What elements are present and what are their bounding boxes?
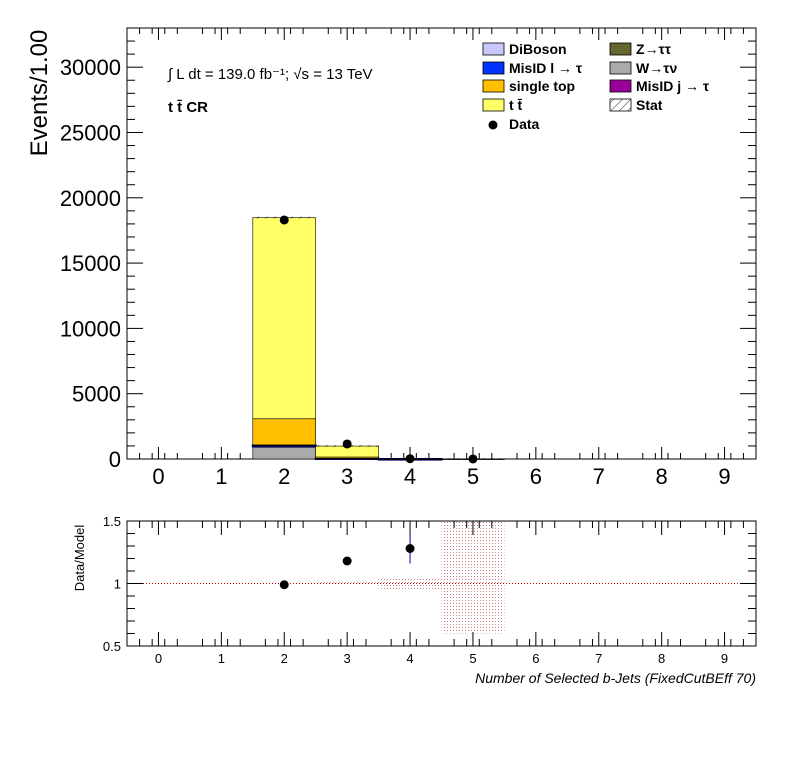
legend: DiBoson MisID l → τ single top t t̄ Z→ττ W→τν… bbox=[482, 41, 710, 132]
y-tick-label: 20000 bbox=[60, 186, 121, 211]
ratio-x-tick-label: 4 bbox=[406, 651, 413, 666]
x-tick-label: 7 bbox=[593, 464, 605, 489]
ratio-x-tick-label: 8 bbox=[658, 651, 665, 666]
ratio-data-points bbox=[279, 533, 415, 590]
bar-segment bbox=[252, 446, 317, 460]
legend-swatch bbox=[482, 42, 505, 56]
y-tick-label: 15000 bbox=[60, 251, 121, 276]
x-tick-label: 0 bbox=[152, 464, 164, 489]
x-axis-label: Number of Selected b-Jets (FixedCutBEff … bbox=[475, 670, 756, 686]
ratio-x-tick-label: 7 bbox=[595, 651, 602, 666]
legend-label: single top bbox=[509, 78, 575, 94]
legend-label: Z→ττ bbox=[636, 41, 672, 57]
ratio-x-tick-label: 1 bbox=[218, 651, 225, 666]
x-tick-label: 8 bbox=[656, 464, 668, 489]
legend-label: W→τν bbox=[636, 60, 677, 76]
legend-swatch bbox=[609, 79, 632, 93]
legend-swatch bbox=[609, 98, 632, 112]
ratio-x-tick-label: 6 bbox=[532, 651, 539, 666]
x-tick-label: 3 bbox=[341, 464, 353, 489]
legend-swatch bbox=[482, 79, 505, 93]
legend-swatch bbox=[609, 61, 632, 75]
ratio-x-tick-label: 3 bbox=[344, 651, 351, 666]
ratio-point bbox=[405, 544, 415, 553]
data-point bbox=[279, 215, 289, 225]
ratio-x-tick-label: 5 bbox=[469, 651, 476, 666]
x-tick-label: 4 bbox=[404, 464, 416, 489]
x-tick-label: 5 bbox=[467, 464, 479, 489]
ratio-point bbox=[342, 556, 352, 566]
ratio-x-tick-label: 9 bbox=[721, 651, 728, 666]
legend-label: t t̄ bbox=[509, 97, 523, 113]
main-stacked-bars bbox=[251, 216, 505, 461]
ratio-y-tick-label: 1.5 bbox=[103, 514, 121, 529]
lumi-annotation: ∫ L dt = 139.0 fb⁻¹; √s = 13 TeV bbox=[167, 66, 373, 83]
data-point bbox=[342, 439, 352, 449]
x-tick-label: 1 bbox=[215, 464, 227, 489]
legend-label: Data bbox=[509, 116, 540, 132]
y-tick-label: 10000 bbox=[60, 316, 121, 341]
bar-segment bbox=[252, 418, 317, 446]
legend-data-marker bbox=[488, 120, 498, 130]
legend-label: MisID l → τ bbox=[509, 60, 583, 76]
main-axis-ticks: 0 1 2 3 4 5 6 7 8 9 0 5000 10000 15000 20000 25000 30000 bbox=[60, 28, 756, 489]
ratio-x-tick-label: 0 bbox=[155, 651, 162, 666]
main-data-points bbox=[279, 215, 478, 464]
y-tick-label: 0 bbox=[109, 447, 121, 472]
legend-swatch bbox=[482, 61, 505, 75]
ratio-band-segment bbox=[441, 521, 505, 634]
bar-segment bbox=[252, 217, 317, 420]
y-tick-label: 25000 bbox=[60, 120, 121, 145]
y-tick-label: 30000 bbox=[60, 55, 121, 80]
data-point bbox=[405, 454, 415, 464]
legend-swatch bbox=[609, 42, 632, 56]
ratio-y-axis-label: Data/Model bbox=[72, 525, 87, 592]
region-annotation: t t̄ CR bbox=[168, 99, 208, 116]
ratio-y-tick-label: 0.5 bbox=[103, 639, 121, 654]
ratio-point bbox=[279, 580, 289, 590]
ratio-stat-band bbox=[252, 521, 505, 634]
legend-label: DiBoson bbox=[509, 41, 567, 57]
ratio-axis-ticks: 0 1 2 3 4 5 6 7 8 9 0.5 1 1.5 bbox=[103, 514, 756, 666]
x-tick-label: 9 bbox=[718, 464, 730, 489]
x-tick-label: 6 bbox=[530, 464, 542, 489]
x-tick-label: 2 bbox=[278, 464, 290, 489]
legend-label: Stat bbox=[636, 97, 663, 113]
y-axis-label: Events/1.00 bbox=[26, 30, 53, 157]
ratio-x-tick-label: 2 bbox=[281, 651, 288, 666]
ratio-y-tick-label: 1 bbox=[114, 577, 121, 592]
y-tick-label: 5000 bbox=[72, 382, 121, 407]
legend-swatch bbox=[482, 98, 505, 112]
legend-label: MisID j → τ bbox=[636, 78, 710, 94]
data-point bbox=[468, 454, 478, 464]
